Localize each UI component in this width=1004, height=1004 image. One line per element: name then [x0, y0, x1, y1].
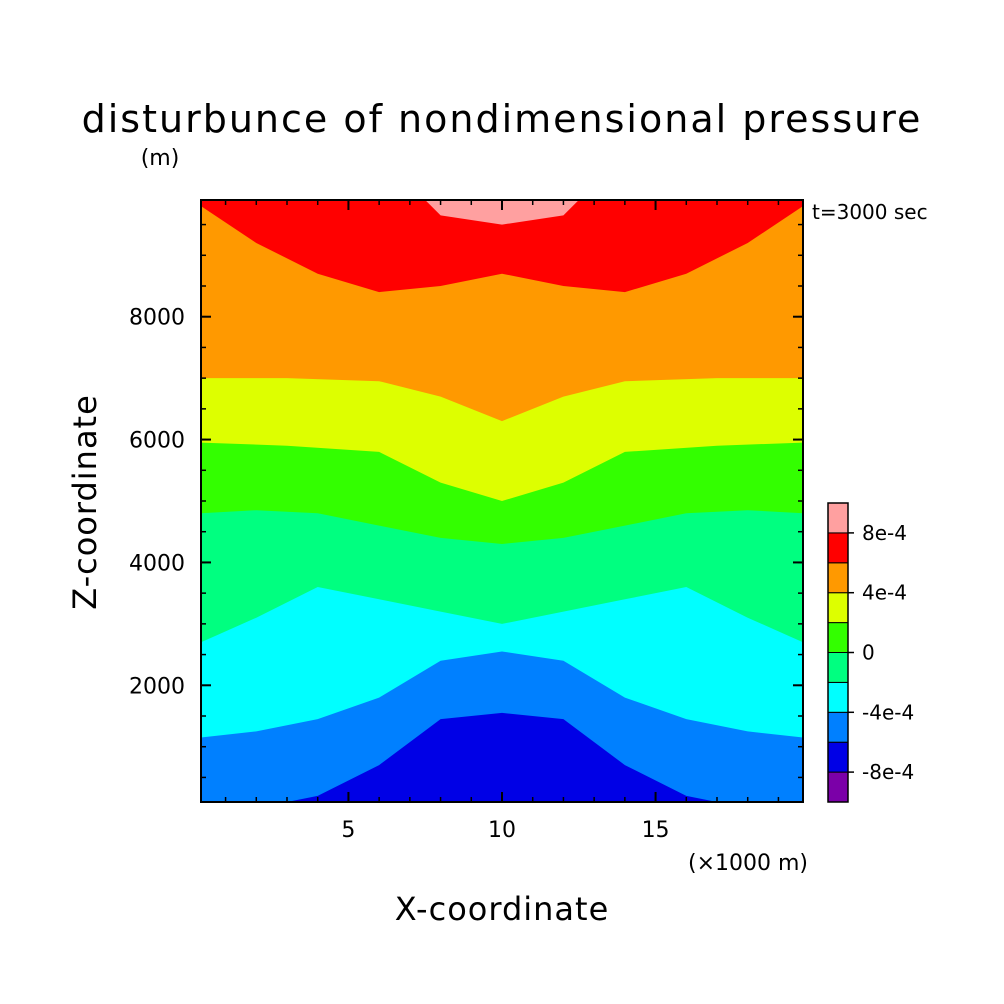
chart-title: disturbunce of nondimensional pressure	[82, 97, 923, 141]
x-tick-label: 5	[341, 818, 355, 843]
colorbar-swatch	[827, 652, 849, 683]
colorbar-label: 4e-4	[862, 581, 907, 605]
y-tick-label: 6000	[129, 429, 185, 454]
colorbar: -8e-4 -4e-4 0 4e-4 8e-4	[827, 502, 914, 803]
time-label: t=3000 sec	[812, 200, 928, 224]
colorbar-label: 0	[862, 641, 875, 665]
x-tick-label: 10	[488, 818, 516, 843]
colorbar-swatch	[827, 681, 849, 713]
colorbar-swatch	[827, 741, 849, 773]
y-tick-label: 4000	[129, 551, 185, 576]
colorbar-label: 8e-4	[862, 521, 907, 545]
colorbar-swatch	[827, 562, 849, 594]
colorbar-swatch	[827, 622, 849, 653]
contour-bands	[201, 200, 803, 802]
colorbar-label: -4e-4	[862, 700, 914, 724]
x-unit-label: (×1000 m)	[688, 851, 808, 876]
colorbar-label: -8e-4	[862, 760, 914, 784]
y-tick-label: 8000	[129, 306, 185, 331]
colorbar-swatch	[827, 771, 849, 803]
axis-ticks: 5 10 15 2000 4000 6000 8000	[129, 200, 803, 843]
colorbar-swatch	[827, 532, 849, 564]
colorbar-swatch	[827, 711, 849, 743]
contour-band-7	[425, 200, 579, 225]
x-axis-label: X-coordinate	[395, 890, 610, 928]
y-axis-label: Z-coordinate	[66, 394, 104, 610]
colorbar-swatch	[827, 502, 849, 534]
units-note: (m)	[141, 146, 180, 171]
y-tick-label: 2000	[129, 674, 185, 699]
x-tick-label: 15	[642, 818, 670, 843]
contour-band-6	[201, 200, 803, 293]
colorbar-swatch	[827, 592, 849, 624]
